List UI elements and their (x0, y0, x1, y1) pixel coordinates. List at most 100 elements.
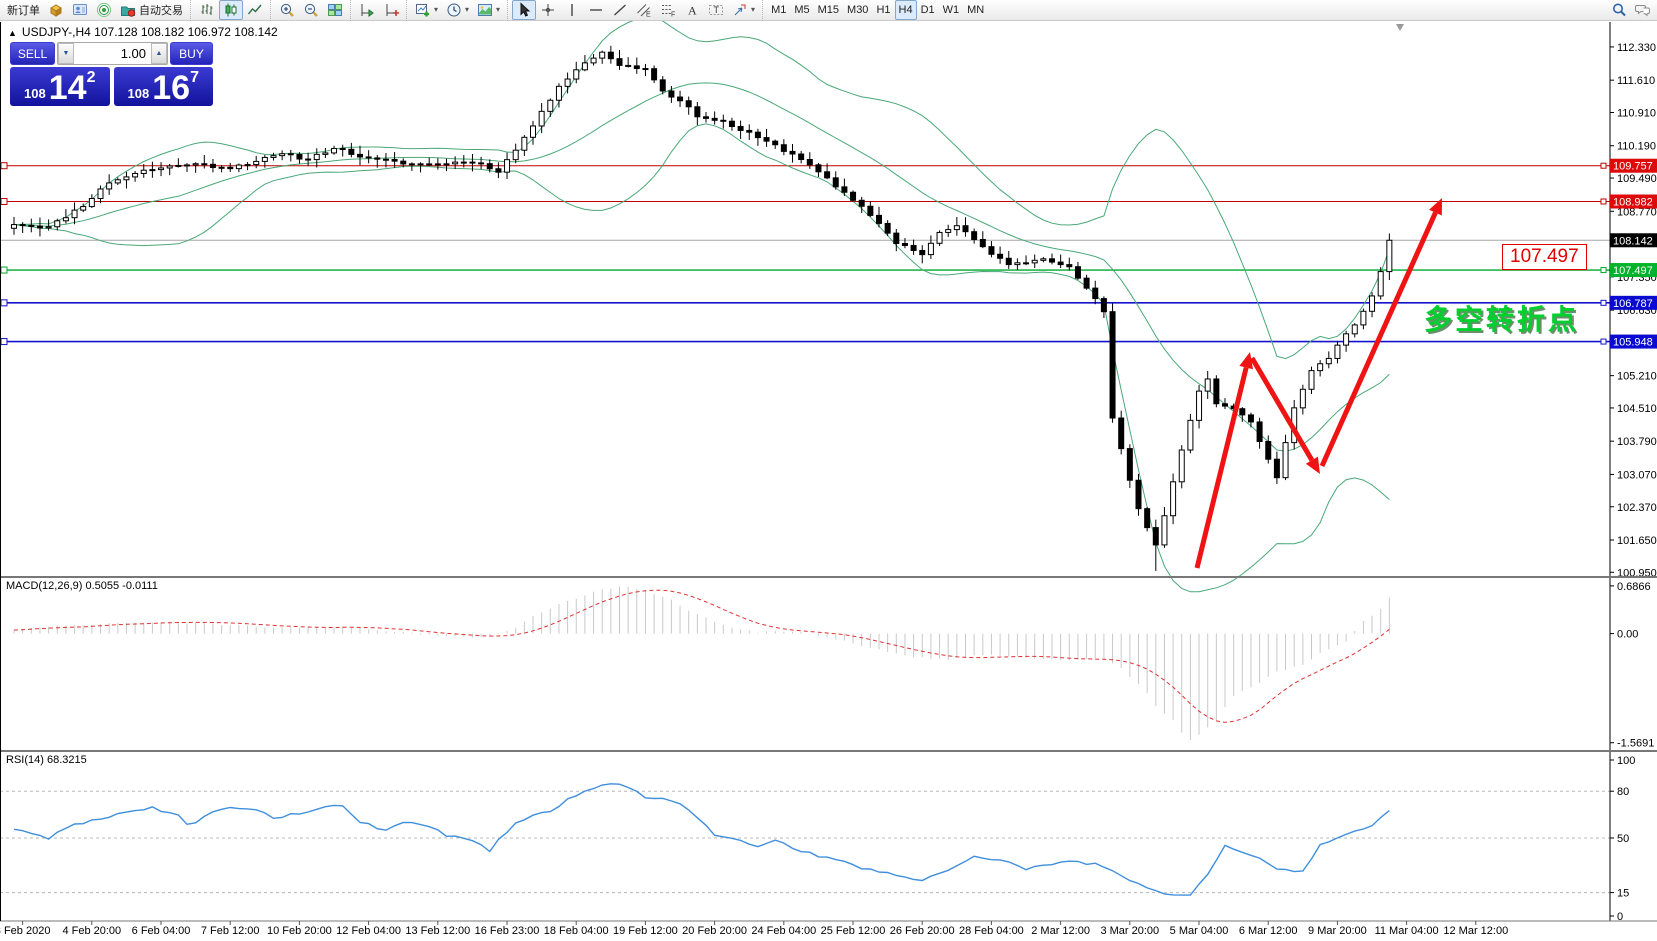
bars-icon (199, 2, 215, 18)
svg-text:-1.5691: -1.5691 (1617, 738, 1654, 750)
button-label: 自动交易 (139, 5, 183, 17)
svg-text:6 Mar 12:00: 6 Mar 12:00 (1239, 925, 1298, 937)
line-chart-button[interactable] (243, 0, 267, 20)
tf-m30-button[interactable]: M30 (843, 0, 872, 20)
equidistant-channel-button[interactable]: E (632, 0, 656, 20)
svg-text:103.790: 103.790 (1617, 436, 1657, 448)
search-button[interactable] (1607, 0, 1631, 20)
shapes-icon (732, 2, 748, 18)
chevron-down-icon: ▾ (496, 5, 501, 14)
svg-text:108.770: 108.770 (1617, 206, 1657, 218)
tile-icon (327, 2, 343, 18)
market-signal-button[interactable] (92, 0, 116, 20)
templates-button[interactable]: ▾ (473, 0, 504, 20)
chevron-down-icon: ▾ (751, 5, 756, 14)
crosshair-button[interactable] (536, 0, 560, 20)
search-icon (1611, 2, 1627, 18)
indicators-button[interactable]: ▾ (411, 0, 442, 20)
horizontal-line-button[interactable] (584, 0, 608, 20)
rsi-label: RSI(14) 68.3215 (6, 754, 87, 766)
tf-h1-button[interactable]: H1 (872, 0, 894, 20)
svg-text:6 Feb 04:00: 6 Feb 04:00 (132, 925, 191, 937)
gold-box-icon (48, 2, 64, 18)
candlestick-chart-button[interactable] (219, 0, 243, 20)
sell-price-sup: 2 (86, 69, 96, 86)
toolbar-group (1603, 0, 1655, 21)
sell-price[interactable]: 108 14 2 (10, 67, 110, 106)
price-axis: 112.330 111.610 110.910 110.190 109.490 108.7… (1609, 22, 1657, 923)
button-label: MN (967, 4, 985, 16)
toolbar-group (350, 0, 403, 21)
sell-button[interactable]: SELL (10, 42, 55, 65)
shift-marker (1396, 24, 1404, 31)
zoom-out-icon (303, 2, 319, 18)
svg-text:110.190: 110.190 (1617, 141, 1656, 153)
periods-button[interactable]: ▾ (442, 0, 473, 20)
svg-text:109.490: 109.490 (1617, 173, 1657, 185)
buy-price-big: 16 (152, 68, 191, 107)
volume-input[interactable] (74, 43, 151, 64)
svg-text:112.330: 112.330 (1617, 42, 1656, 54)
panel-separators (0, 22, 1657, 922)
label-t-icon: T (708, 2, 724, 18)
svg-text:28 Feb 04:00: 28 Feb 04:00 (959, 925, 1024, 937)
svg-text:F: F (671, 12, 675, 19)
button-label: M5 (794, 4, 810, 16)
button-label: W1 (942, 4, 960, 16)
trendline-button[interactable] (608, 0, 632, 20)
chart-shift-button[interactable] (379, 0, 403, 20)
svg-text:4 Feb 20:00: 4 Feb 20:00 (62, 925, 121, 937)
button-label: D1 (920, 4, 935, 16)
text-button[interactable]: A (680, 0, 704, 20)
buy-button[interactable]: BUY (170, 42, 213, 65)
profiles-button[interactable] (68, 0, 92, 20)
zoom-out-button[interactable] (299, 0, 323, 20)
collapse-icon[interactable]: ▲ (8, 28, 17, 38)
svg-text:16 Feb 23:00: 16 Feb 23:00 (475, 925, 540, 937)
trend-arrows (1194, 198, 1442, 569)
svg-text:110.910: 110.910 (1617, 107, 1656, 119)
tf-d1-button[interactable]: D1 (917, 0, 939, 20)
svg-text:A: A (688, 4, 697, 18)
svg-text:11 Mar 04:00: 11 Mar 04:00 (1375, 925, 1439, 937)
chat-button[interactable] (1631, 0, 1655, 20)
buy-price[interactable]: 108 16 7 (113, 67, 213, 107)
chart-window-button[interactable] (44, 0, 68, 20)
svg-text:3 Mar 20:00: 3 Mar 20:00 (1100, 925, 1159, 937)
add-indicator-icon (415, 2, 431, 18)
toolbar-group (270, 0, 347, 21)
zoom-in-icon (279, 2, 295, 18)
line-icon (247, 2, 263, 18)
svg-text:13 Feb 12:00: 13 Feb 12:00 (405, 925, 470, 937)
vertical-line-button[interactable] (560, 0, 584, 20)
price-callout-107497[interactable]: 107.497 (1502, 244, 1587, 270)
zoom-in-button[interactable] (275, 0, 299, 20)
shift-icon (383, 2, 399, 18)
svg-text:107.497: 107.497 (1613, 265, 1653, 277)
tf-mn-button[interactable]: MN (963, 0, 988, 20)
svg-text:106.787: 106.787 (1613, 298, 1653, 310)
fibonacci-button[interactable]: F (656, 0, 680, 20)
autotrading-button[interactable]: 自动交易 (116, 0, 187, 20)
crosshair-icon (540, 2, 556, 18)
auto-scroll-button[interactable] (355, 0, 379, 20)
bar-chart-button[interactable] (195, 0, 219, 20)
new-order-button[interactable]: 新订单 (3, 0, 44, 20)
svg-text:12 Mar 12:00: 12 Mar 12:00 (1443, 925, 1508, 937)
cursor-button[interactable] (512, 0, 537, 20)
arrows-button[interactable]: ▾ (728, 0, 759, 20)
tf-h4-button[interactable]: H4 (894, 0, 917, 20)
toolbar-group: E F A T ▾ (507, 0, 759, 21)
svg-text:108.142: 108.142 (1613, 235, 1653, 247)
toolbar-group: ▾ ▾ ▾ (406, 0, 504, 21)
volume-up-button[interactable]: ▲ (151, 43, 167, 64)
toolbar-group (190, 0, 267, 21)
tile-windows-button[interactable] (323, 0, 347, 20)
tf-m1-button[interactable]: M1 (767, 0, 790, 20)
text-label-button[interactable]: T (704, 0, 728, 20)
volume-down-button[interactable]: ▼ (58, 43, 74, 64)
tf-m5-button[interactable]: M5 (790, 0, 813, 20)
tf-m15-button[interactable]: M15 (814, 0, 843, 20)
cursor-icon (516, 2, 532, 18)
tf-w1-button[interactable]: W1 (939, 0, 964, 20)
